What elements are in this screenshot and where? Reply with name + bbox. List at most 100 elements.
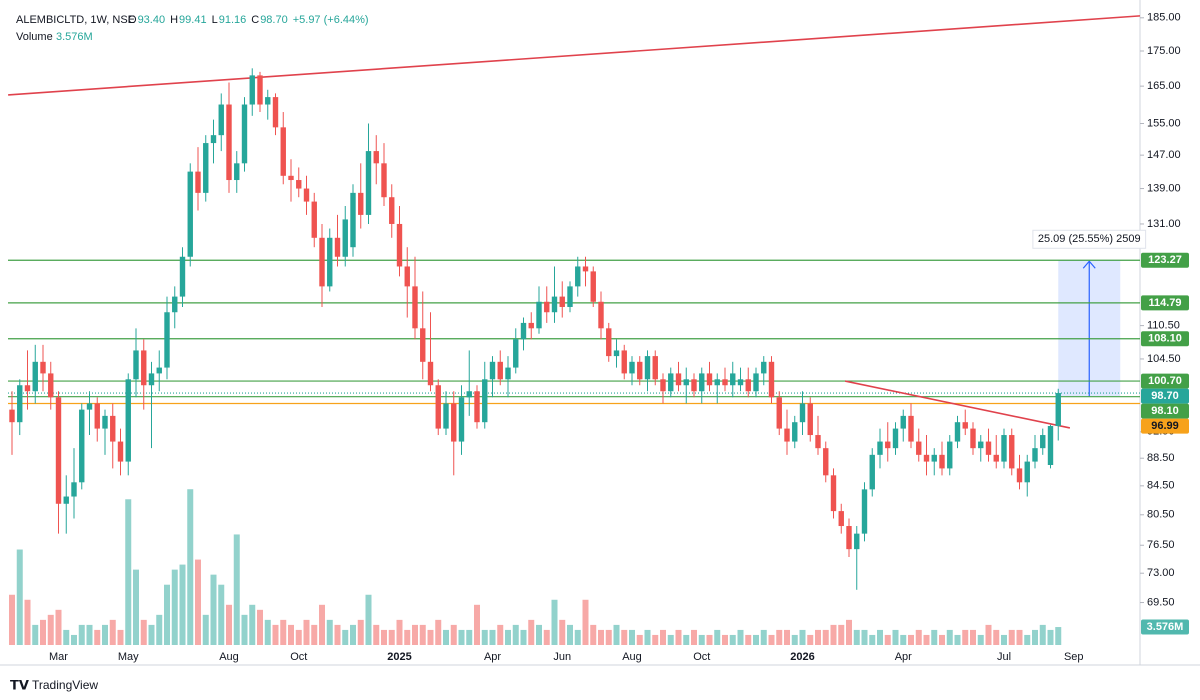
volume-bar — [357, 619, 364, 645]
candle-body — [644, 356, 651, 380]
candle-body — [435, 385, 441, 429]
candle-body — [637, 361, 643, 380]
volume-bar — [102, 624, 108, 645]
candle-body — [567, 286, 573, 307]
candle-body — [621, 350, 627, 374]
level-label: 123.27 — [1148, 254, 1182, 266]
candle-body — [606, 328, 612, 357]
volume-bar — [760, 629, 767, 645]
volume-bar — [737, 629, 744, 645]
x-tick-label: Jun — [553, 651, 571, 663]
candle-body — [675, 373, 682, 386]
volume-bar — [753, 634, 759, 645]
level-label-bg — [1141, 331, 1189, 347]
volume-bar — [815, 629, 821, 645]
volume-bar — [590, 624, 597, 645]
volume-bar — [210, 574, 217, 645]
x-tick-label: Oct — [693, 651, 710, 663]
candle-body — [187, 171, 193, 257]
candle-body — [164, 312, 170, 368]
measure-arrowhead — [1082, 260, 1096, 269]
y-tick-label: 175.00 — [1147, 45, 1181, 57]
candle-body — [652, 356, 658, 380]
volume-bar — [551, 599, 558, 645]
volume-bar — [954, 634, 961, 645]
volume-bar — [598, 629, 604, 645]
volume-bar — [179, 564, 186, 645]
candle-body — [978, 441, 984, 449]
y-tick-label: 84.50 — [1147, 480, 1175, 492]
candle-body — [660, 379, 666, 392]
legend-value: 99.41 — [179, 14, 207, 26]
volume-bar — [40, 619, 46, 645]
candle-body — [1047, 426, 1054, 465]
candle-body — [939, 454, 945, 469]
volume-bar — [156, 614, 163, 645]
level-label: 108.10 — [1148, 333, 1182, 345]
volume-bar — [264, 619, 271, 645]
volume-bar — [303, 619, 310, 645]
candle-body — [396, 223, 403, 267]
candle-body — [319, 237, 325, 287]
measure-label-text: 25.09 (25.55%) 2509 — [1038, 233, 1141, 245]
level-label-bg — [1141, 295, 1189, 311]
volume-bar — [1008, 629, 1015, 645]
x-tick-label: May — [118, 651, 139, 663]
volume-bar — [396, 619, 403, 645]
volume-bar — [962, 629, 969, 645]
x-tick-label: Aug — [622, 651, 642, 663]
candle-body — [745, 379, 751, 392]
volume-bar — [923, 634, 930, 645]
volume-bar — [629, 629, 635, 645]
volume-bar — [388, 629, 395, 645]
candle-body — [32, 361, 38, 392]
volume-bar — [226, 604, 232, 645]
volume-bar — [1016, 629, 1023, 645]
volume-bar — [768, 634, 775, 645]
volume-bar — [241, 614, 248, 645]
candle-body — [458, 397, 465, 442]
y-tick-label: 131.00 — [1147, 218, 1181, 230]
volume-bar — [915, 629, 922, 645]
candle-body — [575, 266, 581, 287]
candle-body — [590, 271, 596, 302]
candle-body — [985, 441, 992, 455]
candle-body — [102, 415, 108, 429]
candle-body — [513, 339, 519, 368]
candle-body — [598, 301, 604, 329]
volume-bar — [427, 629, 434, 645]
volume-bar — [55, 609, 62, 645]
candle-body — [280, 127, 286, 176]
volume-bar — [605, 629, 612, 645]
candle-body — [699, 373, 705, 392]
volume-bar — [195, 559, 201, 645]
legend-key: C — [251, 14, 259, 26]
volume-bar — [1032, 629, 1038, 645]
candle-body — [1024, 461, 1030, 483]
volume-bar — [458, 629, 465, 645]
candle-body — [427, 361, 434, 386]
candle-body — [55, 397, 62, 504]
candle-body — [505, 367, 511, 380]
volume-bar — [745, 634, 752, 645]
candle-body — [706, 373, 713, 386]
brand-logo: 𝗧𝗩 — [10, 677, 29, 692]
volume-bar — [706, 634, 713, 645]
candle-body — [528, 322, 534, 329]
level-label: 114.79 — [1148, 297, 1181, 309]
candle-body — [753, 373, 759, 392]
brand: 𝗧𝗩 TradingView — [10, 677, 98, 692]
volume-bar — [675, 629, 682, 645]
volume-bar — [16, 549, 23, 645]
candle-body — [249, 75, 255, 105]
volume-bar — [326, 619, 333, 645]
volume-bar — [613, 624, 620, 645]
x-tick-label: Mar — [49, 651, 68, 663]
volume-bar — [729, 634, 736, 645]
candle-body — [613, 350, 620, 357]
trendline — [844, 380, 1071, 429]
candle-body — [629, 361, 635, 374]
volume-bar — [489, 629, 496, 645]
x-tick-label: Apr — [895, 651, 912, 663]
